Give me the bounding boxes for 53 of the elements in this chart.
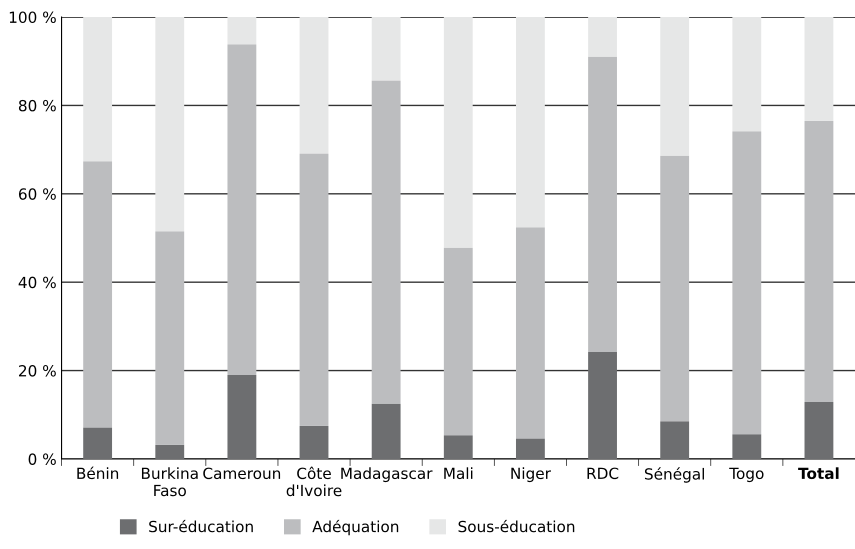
y-tick-label: 20 %	[19, 365, 56, 377]
bar	[516, 227, 545, 439]
bar	[588, 352, 617, 459]
bar	[300, 17, 328, 154]
x-tick-label: RDC	[588, 468, 618, 480]
bar	[83, 17, 112, 162]
bar	[660, 17, 690, 156]
bar	[155, 444, 184, 459]
x-tick-label: Bénin	[77, 466, 118, 480]
bar	[155, 17, 184, 232]
bar	[516, 438, 545, 459]
legend-label: Sur-éducation	[149, 520, 253, 532]
y-tick-label: 0 %	[28, 453, 56, 465]
x-tick-label: Mali	[444, 467, 472, 480]
x-tick-label: Madagascar	[341, 467, 432, 482]
bar	[300, 426, 328, 459]
bar	[83, 428, 112, 459]
bar	[227, 44, 256, 375]
legend-label: Sous-éducation	[458, 520, 574, 532]
bar	[372, 404, 401, 459]
bar	[732, 17, 762, 132]
y-tick-label: 40 %	[18, 276, 56, 288]
x-tick-label: Cameroun	[203, 468, 280, 480]
bar	[516, 17, 545, 228]
bar	[732, 131, 762, 434]
bar	[227, 17, 256, 44]
bar	[444, 436, 473, 459]
x-tick-label: Sénégal	[644, 467, 704, 483]
x-tick-label: Togo	[729, 468, 764, 482]
bar	[660, 156, 690, 422]
y-tick-label: 80 %	[18, 100, 56, 112]
bar	[660, 421, 690, 459]
bar	[588, 17, 617, 57]
bar	[732, 434, 762, 459]
bar	[804, 17, 834, 121]
x-tick-label: Total	[798, 467, 839, 480]
bar	[300, 154, 328, 426]
bar	[588, 56, 617, 352]
x-tick-label: Niger	[511, 467, 551, 482]
bar	[804, 120, 834, 402]
bar	[372, 17, 401, 81]
bar	[444, 248, 473, 436]
legend-label: Adéquation	[312, 520, 398, 536]
y-tick-label: 60 %	[18, 188, 56, 200]
y-tick-label: 100 %	[10, 11, 56, 24]
bar	[227, 374, 256, 459]
bar	[155, 231, 184, 445]
bar	[444, 17, 473, 248]
x-tick-label: Côte d'Ivoire	[286, 466, 342, 496]
bar	[804, 402, 834, 459]
bar	[83, 162, 112, 428]
x-tick-label: Burkina Faso	[142, 467, 198, 496]
bar	[372, 80, 401, 404]
